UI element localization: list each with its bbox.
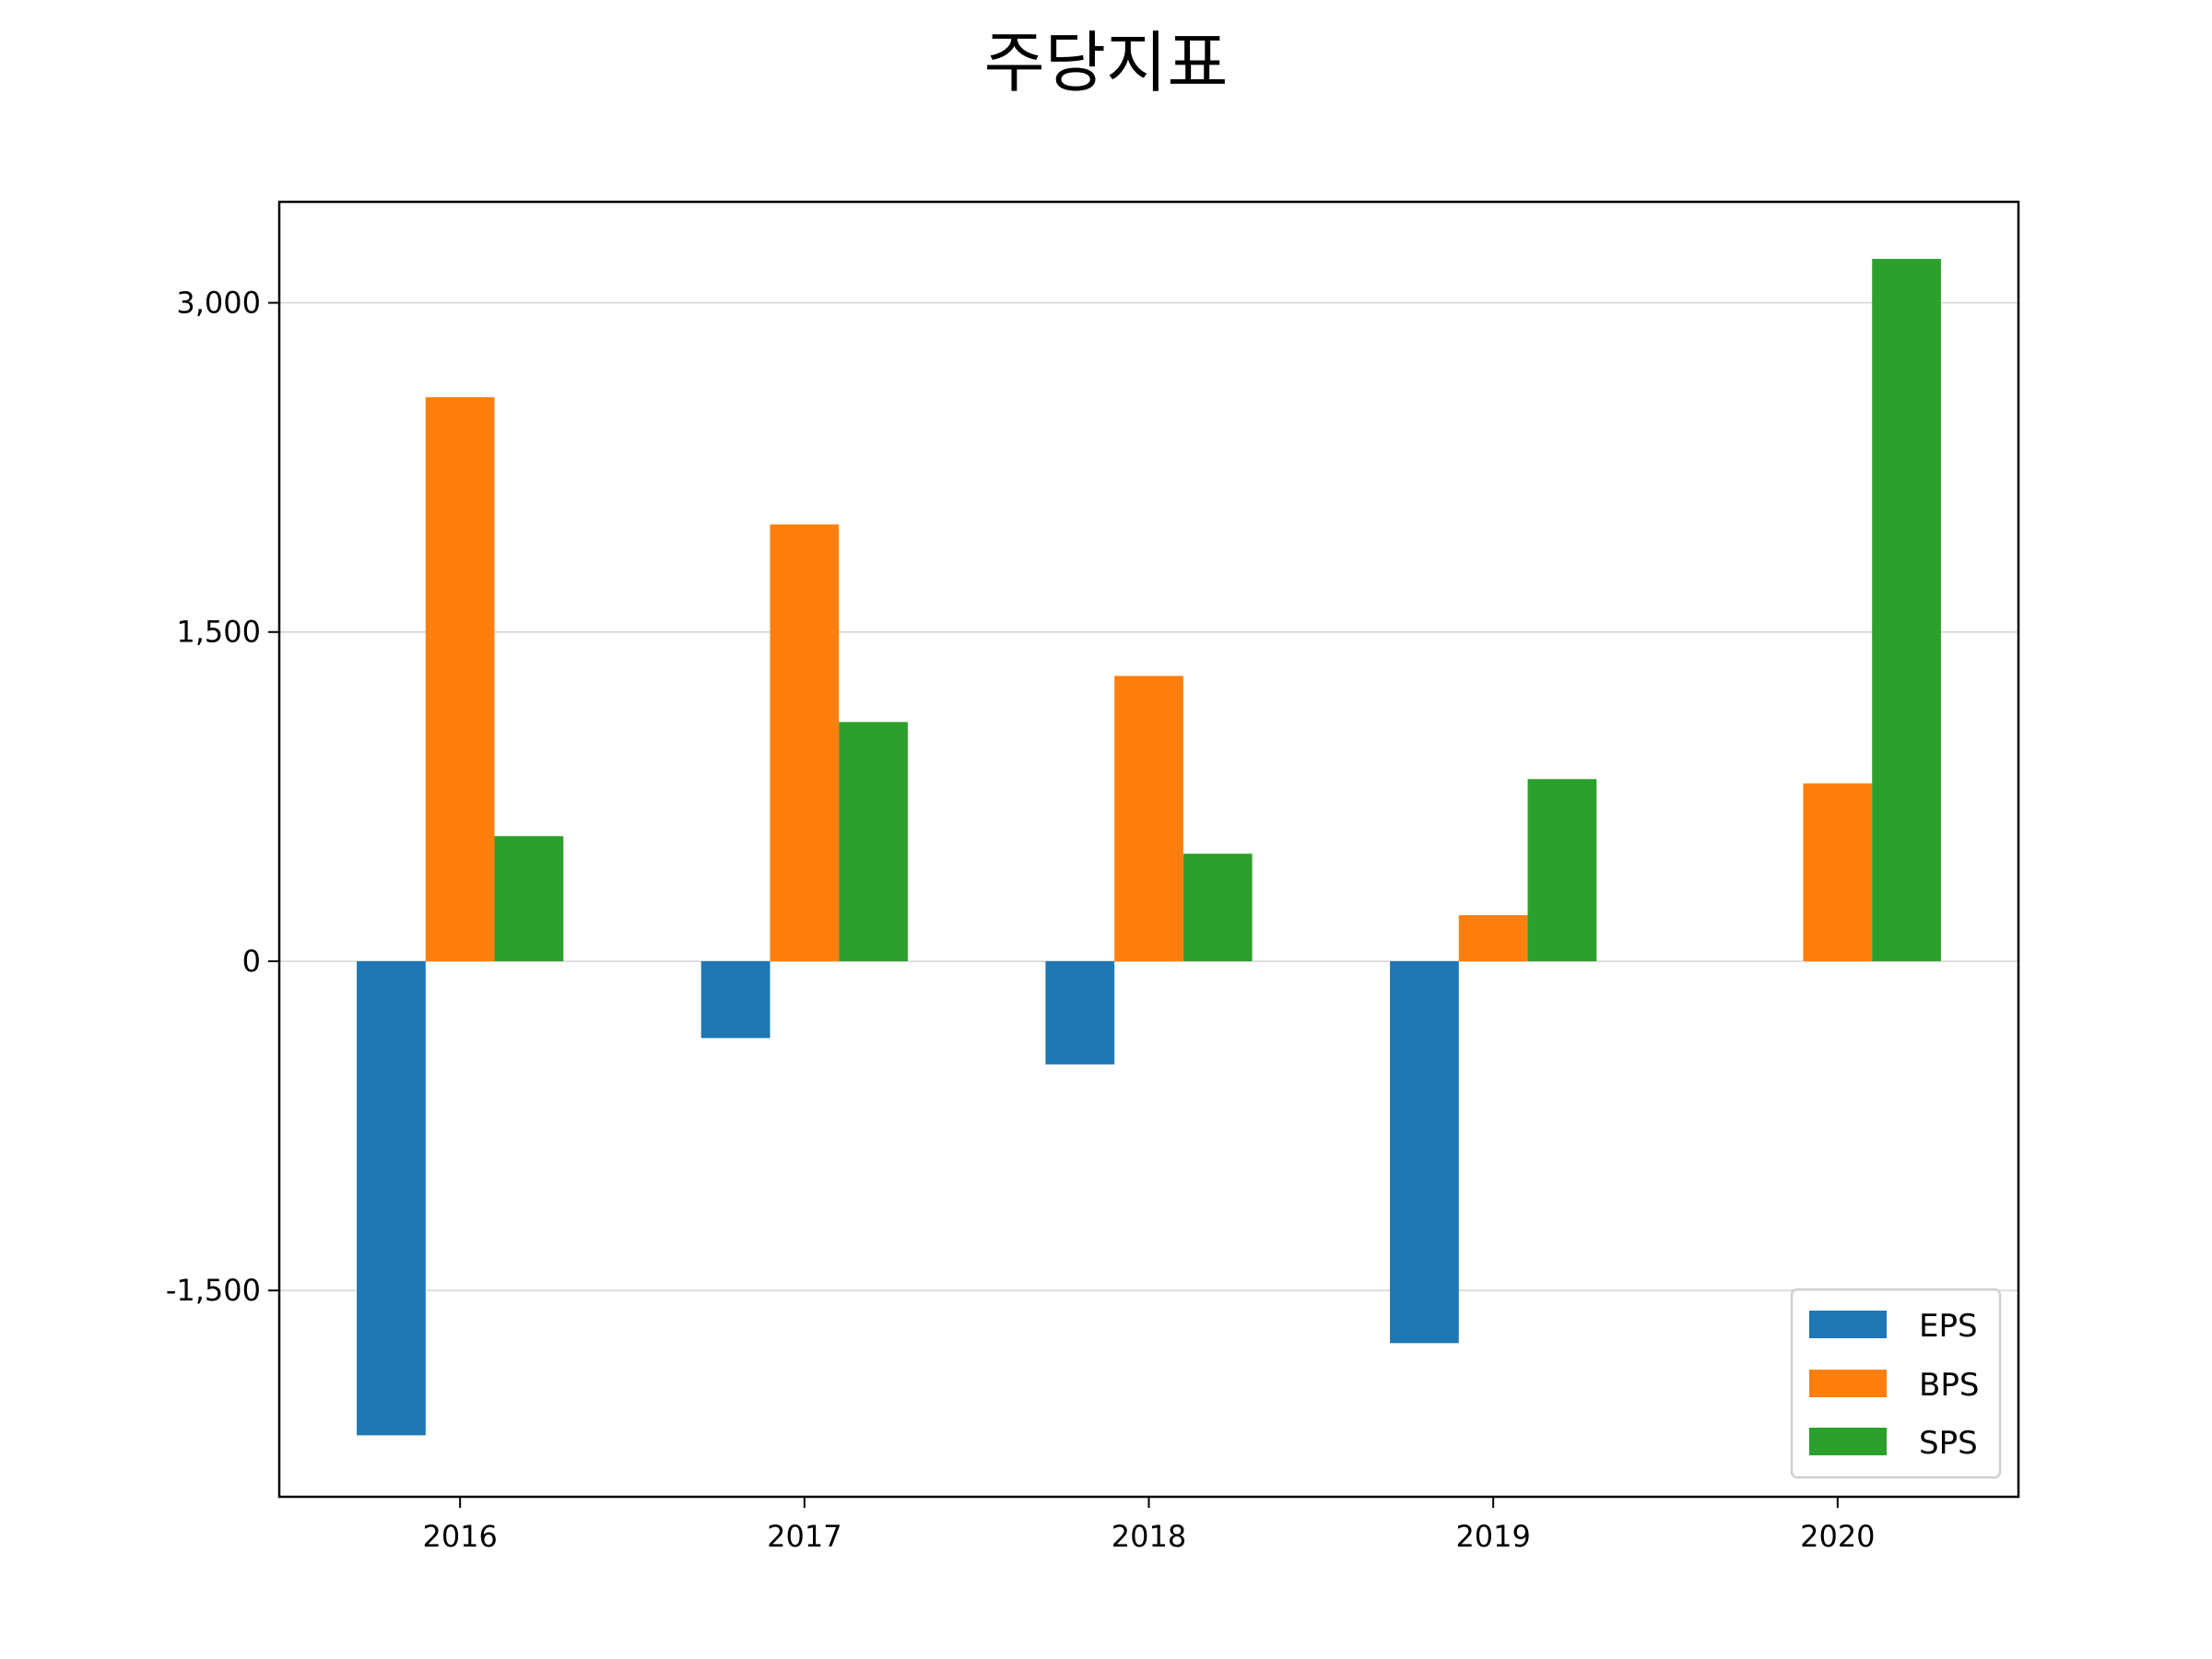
legend: EPS BPS SPS <box>1790 1288 2002 1479</box>
x-tick-label: 2018 <box>1112 1519 1186 1554</box>
x-tick-label: 2017 <box>767 1519 841 1554</box>
legend-label-sps: SPS <box>1919 1425 1978 1462</box>
bar-eps-2016 <box>357 960 426 1436</box>
x-tick-label: 2020 <box>1800 1519 1875 1554</box>
chart-title: 주당지표 <box>983 24 1229 101</box>
y-tick-label: 3,000 <box>176 286 261 321</box>
x-axis: 2016 2017 2018 2019 2020 <box>422 1497 1876 1554</box>
bar-bps-2017 <box>770 524 840 961</box>
legend-label-bps: BPS <box>1919 1367 1979 1404</box>
bars-layer <box>357 258 1941 1436</box>
bar-bps-2018 <box>1114 676 1183 961</box>
bar-eps-2018 <box>1045 960 1115 1065</box>
bar-sps-2018 <box>1182 853 1253 961</box>
x-tick-label: 2019 <box>1455 1519 1530 1554</box>
y-tick-label: 0 <box>242 944 261 979</box>
legend-label-eps: EPS <box>1919 1308 1978 1345</box>
bar-bps-2016 <box>425 396 495 961</box>
y-tick-label: 1,500 <box>176 615 261 650</box>
bar-sps-2016 <box>494 836 564 961</box>
x-tick-label: 2016 <box>422 1519 497 1554</box>
y-axis: -1,500 0 1,500 3,000 <box>166 286 279 1308</box>
legend-swatch-eps <box>1809 1311 1887 1338</box>
bar-sps-2020 <box>1872 258 1941 961</box>
bar-bps-2019 <box>1458 914 1528 961</box>
legend-swatch-sps <box>1809 1428 1887 1455</box>
bar-bps-2020 <box>1803 783 1873 961</box>
bar-eps-2017 <box>700 960 771 1039</box>
bar-eps-2019 <box>1390 960 1459 1344</box>
legend-swatch-bps <box>1809 1370 1887 1397</box>
y-tick-label: -1,500 <box>166 1273 261 1308</box>
bar-sps-2017 <box>839 722 908 961</box>
bar-sps-2019 <box>1527 779 1597 961</box>
